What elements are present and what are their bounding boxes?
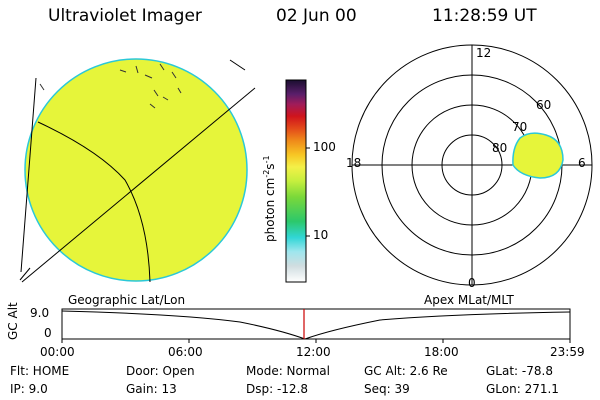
glat-value: GLat: -78.8 [486, 364, 553, 378]
mode-value: Mode: Normal [246, 364, 330, 378]
instrument-title: Ultraviolet Imager [48, 6, 202, 26]
mlt-6-label: 6 [578, 156, 586, 170]
dsp-value: Dsp: -12.8 [246, 382, 309, 396]
ip-value: IP: 9.0 [10, 382, 48, 396]
time-tick-0600: 06:00 [168, 345, 203, 359]
time-tick-1200: 12:00 [296, 345, 331, 359]
geographic-label: Geographic Lat/Lon [68, 293, 186, 307]
timeline-y-tick: 9.0 [30, 306, 50, 320]
color-scale-bar [285, 79, 310, 283]
timeline-axis-label: GC Alt [6, 302, 20, 340]
mlt-0-label: 0 [468, 276, 476, 290]
gc-alt-value: GC Alt: 2.6 Re [364, 364, 448, 378]
seq-value: Seq: 39 [364, 382, 410, 396]
date-label: 02 Jun 00 [276, 6, 357, 26]
lat-70-label: 70 [512, 120, 528, 134]
time-label: 11:28:59 UT [432, 6, 537, 26]
polar-plot [351, 44, 593, 286]
gain-value: Gain: 13 [126, 382, 177, 396]
lat-80-label: 80 [492, 141, 508, 155]
time-tick-1800: 18:00 [424, 345, 459, 359]
flight-status: Flt: HOME [10, 364, 70, 378]
colorbar-unit-label: photon cm-2s-1 [262, 155, 277, 242]
time-tick-2359: 23:59 [550, 345, 585, 359]
mlt-12-label: 12 [476, 46, 492, 60]
colorbar-tick-10: 10 [313, 228, 329, 242]
apex-label: Apex MLat/MLT [424, 293, 514, 307]
glon-value: GLon: 271.1 [486, 382, 559, 396]
time-tick-0000: 00:00 [40, 345, 75, 359]
colorbar-tick-100: 100 [313, 140, 336, 154]
lat-60-label: 60 [536, 98, 552, 112]
timeline-plot [61, 308, 571, 343]
mlt-18-label: 18 [346, 156, 362, 170]
auroral-region [512, 132, 564, 179]
timeline-y-tick-zero: 0 [44, 326, 52, 340]
geographic-image [19, 58, 256, 283]
door-status: Door: Open [126, 364, 195, 378]
